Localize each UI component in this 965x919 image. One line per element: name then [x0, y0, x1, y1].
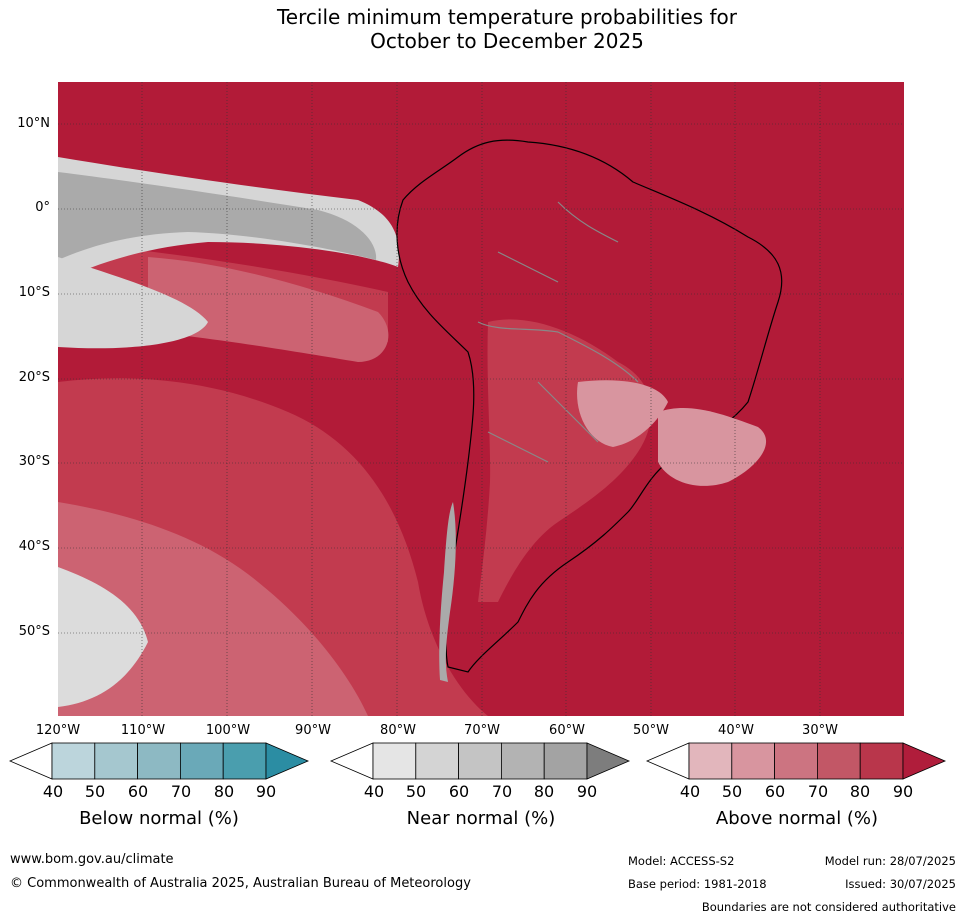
area-above-70-equatorial — [148, 257, 389, 362]
near-tick-50: 50 — [405, 782, 427, 801]
near-tick-40: 40 — [363, 782, 385, 801]
below-colorbar-under — [8, 742, 53, 780]
above-colorbar-segment — [731, 742, 775, 780]
below-colorbar-segment — [137, 742, 181, 780]
model-text: Model: ACCESS-S2 — [628, 854, 735, 868]
below-normal-title: Below normal (%) — [79, 808, 239, 829]
above-normal-title: Above normal (%) — [715, 808, 879, 829]
lat-label-30s: 30°S — [18, 454, 50, 469]
lat-label-10n: 10°N — [17, 116, 50, 131]
above-colorbar-segment — [688, 742, 733, 780]
above-tick-40: 40 — [679, 782, 701, 801]
disclaimer-text: Boundaries are not considered authoritat… — [701, 900, 956, 914]
near-colorbar-segment — [500, 742, 545, 780]
below-tick-90: 90 — [255, 782, 277, 801]
near-normal-colorbar — [329, 742, 631, 780]
below-colorbar-segment — [179, 742, 224, 780]
above-tick-90: 90 — [892, 782, 914, 801]
near-normal-title: Near normal (%) — [406, 808, 556, 829]
above-colorbar-under — [645, 742, 690, 780]
lon-label-40w: 40°W — [718, 723, 754, 738]
above-colorbar-segment — [817, 742, 861, 780]
base-period-text: Base period: 1981-2018 — [628, 877, 767, 891]
lon-label-120w: 120°W — [35, 723, 81, 738]
area-near-normal-southwest — [58, 567, 148, 707]
map-panel — [58, 82, 904, 716]
near-tick-70: 70 — [491, 782, 513, 801]
land-near-normal-andes — [439, 502, 456, 682]
colorbar-strip — [8, 742, 947, 780]
country-borders — [477, 201, 639, 463]
lon-label-100w: 100°W — [205, 723, 251, 738]
lon-label-110w: 110°W — [120, 723, 166, 738]
below-colorbar-segment — [222, 742, 267, 780]
above-normal-colorbar — [645, 742, 947, 780]
lat-label-10s: 10°S — [18, 285, 50, 300]
gridlines — [58, 82, 904, 716]
lon-label-80w: 80°W — [380, 723, 416, 738]
below-tick-60: 60 — [127, 782, 149, 801]
above-tick-50: 50 — [721, 782, 743, 801]
near-colorbar-segment — [415, 742, 459, 780]
below-tick-40: 40 — [42, 782, 64, 801]
below-normal-colorbar — [8, 742, 310, 780]
above-tick-70: 70 — [807, 782, 829, 801]
lon-label-60w: 60°W — [549, 723, 585, 738]
lat-label-20s: 20°S — [18, 370, 50, 385]
above-colorbar-segment — [774, 742, 818, 780]
coast-above-60-atlantic — [658, 407, 767, 486]
model-run-text: Model run: 28/07/2025 — [824, 854, 956, 868]
land-above-60-southeast — [577, 380, 668, 447]
below-colorbar-segment — [51, 742, 96, 780]
map-title-line1: Tercile minimum temperature probabilitie… — [276, 5, 738, 29]
probability-map — [58, 82, 904, 716]
above-tick-60: 60 — [764, 782, 786, 801]
below-colorbar-over — [265, 742, 310, 780]
map-title-line2: October to December 2025 — [370, 29, 644, 53]
area-near-normal-dark — [58, 172, 377, 260]
near-colorbar-under — [329, 742, 374, 780]
below-colorbar-segment — [94, 742, 139, 780]
near-colorbar-segment — [458, 742, 502, 780]
above-colorbar-segment — [859, 742, 904, 780]
lon-label-70w: 70°W — [464, 723, 500, 738]
near-colorbar-over — [586, 742, 631, 780]
lon-label-30w: 30°W — [802, 723, 838, 738]
below-tick-70: 70 — [170, 782, 192, 801]
below-tick-80: 80 — [213, 782, 235, 801]
lat-label-0: 0° — [35, 200, 50, 215]
near-colorbar-segment — [543, 742, 588, 780]
lat-label-40s: 40°S — [18, 539, 50, 554]
near-tick-80: 80 — [533, 782, 555, 801]
above-tick-80: 80 — [849, 782, 871, 801]
near-tick-90: 90 — [576, 782, 598, 801]
website-link[interactable]: www.bom.gov.au/climate — [10, 852, 174, 867]
area-near-normal-west — [58, 257, 208, 349]
below-tick-50: 50 — [84, 782, 106, 801]
near-colorbar-segment — [372, 742, 417, 780]
issued-text: Issued: 30/07/2025 — [845, 877, 956, 891]
above-colorbar-over — [902, 742, 947, 780]
copyright-text: © Commonwealth of Australia 2025, Austra… — [10, 876, 471, 891]
lat-label-50s: 50°S — [18, 624, 50, 639]
lon-label-50w: 50°W — [633, 723, 669, 738]
near-tick-60: 60 — [448, 782, 470, 801]
lon-label-90w: 90°W — [295, 723, 331, 738]
